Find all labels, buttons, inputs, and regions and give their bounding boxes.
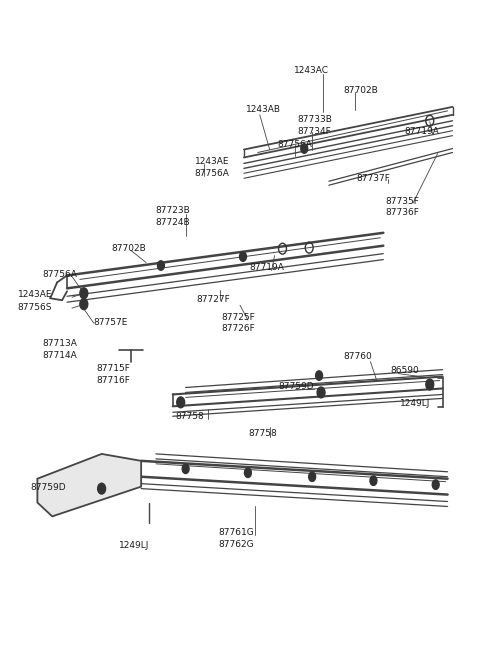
Circle shape: [316, 371, 323, 381]
Circle shape: [182, 464, 189, 474]
Circle shape: [80, 299, 88, 310]
Text: 87761G: 87761G: [218, 528, 254, 536]
Text: 1243AB: 1243AB: [246, 105, 281, 115]
Text: 87762G: 87762G: [218, 540, 254, 549]
Text: 87758: 87758: [248, 428, 276, 438]
Circle shape: [177, 397, 185, 408]
Text: 87758: 87758: [176, 412, 204, 421]
Text: 87719A: 87719A: [404, 127, 439, 136]
Circle shape: [244, 468, 252, 477]
Text: 87760: 87760: [344, 352, 372, 362]
Circle shape: [157, 261, 164, 271]
Circle shape: [426, 379, 434, 390]
Text: 87759D: 87759D: [278, 382, 314, 391]
Text: 87702B: 87702B: [344, 86, 379, 94]
Text: 87715F: 87715F: [96, 364, 131, 373]
Text: 1243AE: 1243AE: [18, 290, 52, 299]
Text: 1249LJ: 1249LJ: [400, 399, 431, 408]
Text: 87756A: 87756A: [277, 140, 312, 149]
Text: 87719A: 87719A: [249, 263, 284, 272]
Text: 87713A: 87713A: [42, 339, 77, 348]
Text: 87724B: 87724B: [155, 218, 190, 227]
Circle shape: [97, 483, 106, 494]
Circle shape: [309, 472, 316, 481]
Text: 87714A: 87714A: [42, 351, 77, 360]
Text: 87716F: 87716F: [96, 376, 131, 385]
Text: 87734F: 87734F: [297, 127, 331, 136]
Text: 86590: 86590: [390, 366, 419, 375]
Text: 87756A: 87756A: [194, 169, 229, 178]
Circle shape: [370, 476, 377, 485]
Text: 87735F: 87735F: [385, 196, 419, 206]
Text: 87759D: 87759D: [30, 483, 66, 492]
Text: 87733B: 87733B: [297, 115, 332, 124]
Text: 87726F: 87726F: [221, 324, 255, 333]
Text: 87756A: 87756A: [42, 270, 77, 279]
Circle shape: [240, 252, 246, 261]
Text: 87736F: 87736F: [385, 208, 419, 217]
Polygon shape: [37, 454, 141, 516]
Text: 1243AE: 1243AE: [194, 157, 229, 166]
Text: 1249LJ: 1249LJ: [120, 540, 150, 550]
Text: 87723B: 87723B: [155, 206, 190, 215]
Text: 87756S: 87756S: [18, 303, 52, 312]
Text: 87725F: 87725F: [221, 312, 255, 322]
Circle shape: [80, 288, 88, 299]
Circle shape: [301, 144, 308, 153]
Text: 87737F: 87737F: [357, 174, 391, 183]
Text: 87702B: 87702B: [111, 244, 146, 253]
Text: 87757E: 87757E: [94, 318, 128, 327]
Circle shape: [432, 480, 439, 489]
Text: 87727F: 87727F: [196, 295, 230, 304]
Circle shape: [317, 387, 325, 398]
Text: 1243AC: 1243AC: [294, 66, 329, 75]
